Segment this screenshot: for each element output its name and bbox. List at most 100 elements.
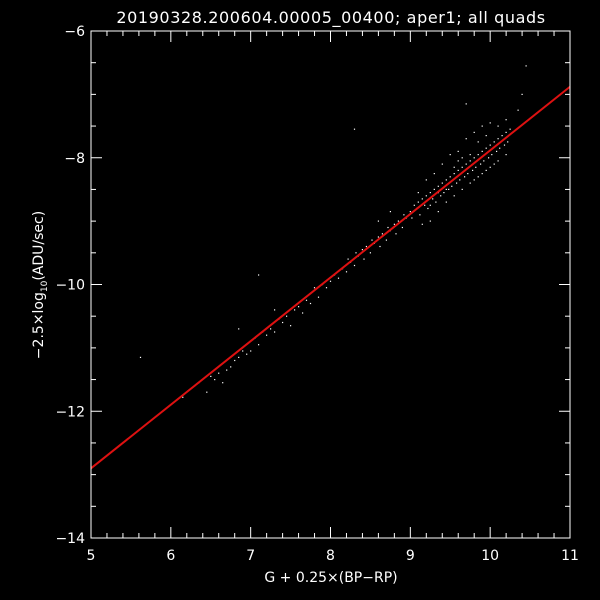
data-point: [469, 160, 471, 162]
data-point: [363, 258, 365, 260]
data-point: [441, 182, 443, 184]
data-point: [437, 211, 439, 213]
data-point: [377, 220, 379, 222]
x-tick-label: 11: [561, 548, 579, 564]
data-point: [325, 287, 328, 289]
tick-labels: 5 6 7 8 9 10 11 −14 −12 −10 −8 −6: [55, 24, 578, 564]
data-point: [242, 350, 244, 352]
data-point: [355, 252, 357, 254]
data-point: [381, 233, 383, 235]
data-point: [437, 185, 439, 187]
data-point: [421, 198, 423, 200]
data-point: [425, 195, 427, 197]
data-point: [401, 226, 403, 229]
data-point: [481, 125, 483, 127]
data-point: [457, 169, 459, 171]
data-point: [457, 160, 459, 162]
data-point: [425, 179, 427, 181]
data-point: [403, 214, 405, 216]
data-point: [389, 211, 391, 213]
data-point: [371, 239, 373, 241]
data-point: [456, 182, 458, 184]
data-point: [497, 160, 499, 162]
data-point: [465, 103, 467, 105]
data-point: [465, 138, 467, 140]
x-tick-label: 8: [326, 548, 335, 564]
y-tick-label: −10: [55, 278, 85, 294]
data-point: [483, 160, 485, 162]
data-point: [417, 192, 419, 194]
y-tick-label: −8: [64, 151, 85, 167]
data-point: [477, 141, 479, 143]
data-point: [441, 163, 443, 165]
data-point: [489, 144, 491, 146]
data-point: [413, 204, 415, 206]
data-point: [505, 154, 507, 156]
data-point: [445, 188, 447, 190]
data-point: [353, 128, 356, 130]
data-point: [424, 204, 426, 206]
data-point: [461, 188, 463, 190]
x-tick-label: 6: [166, 548, 175, 564]
chart-title: 20190328.200604.00005_00400; aper1; all …: [116, 8, 545, 28]
data-point: [409, 211, 411, 213]
data-point: [214, 379, 216, 381]
y-tick-label: −6: [64, 24, 85, 40]
data-point: [493, 163, 495, 165]
data-point: [509, 128, 511, 130]
data-point: [449, 154, 451, 156]
scatter-points: [139, 65, 527, 398]
data-point: [432, 198, 434, 200]
data-point: [222, 382, 224, 384]
data-point: [472, 169, 474, 171]
data-point: [246, 353, 248, 355]
y-tick-label: −12: [55, 404, 85, 420]
data-point: [485, 169, 487, 171]
data-point: [433, 173, 435, 175]
data-point: [491, 154, 493, 156]
data-point: [475, 166, 477, 168]
data-point: [139, 356, 142, 358]
data-point: [481, 173, 483, 175]
data-point: [210, 375, 212, 377]
data-point: [501, 135, 503, 137]
data-point: [480, 163, 482, 165]
data-point: [258, 274, 260, 276]
data-point: [337, 277, 340, 279]
x-axis-label: G + 0.25×(BP−RP): [264, 570, 397, 586]
data-point: [361, 249, 363, 251]
data-point: [497, 125, 499, 127]
data-point: [489, 122, 491, 124]
y-tick-label: −14: [55, 531, 85, 547]
data-point: [445, 201, 447, 203]
data-point: [218, 372, 220, 374]
y-axis-label: −2.5×log10(ADU/sec): [31, 211, 50, 359]
data-point: [282, 321, 284, 324]
data-point: [379, 245, 381, 248]
data-point: [429, 204, 431, 206]
data-point: [417, 201, 419, 203]
data-point: [345, 271, 348, 273]
data-point: [421, 223, 423, 225]
data-point: [305, 299, 308, 301]
data-point: [274, 331, 276, 333]
data-point: [497, 138, 499, 140]
data-point: [182, 396, 184, 398]
data-point: [435, 201, 437, 203]
data-point: [329, 280, 332, 282]
data-point: [206, 391, 208, 393]
data-point: [499, 147, 501, 149]
data-point: [393, 223, 395, 225]
data-point: [238, 328, 240, 330]
data-point: [395, 233, 397, 235]
data-point: [505, 119, 507, 121]
data-point: [429, 220, 431, 222]
data-point: [353, 264, 356, 267]
data-point: [464, 176, 466, 178]
data-point: [467, 173, 469, 175]
data-point: [419, 214, 421, 216]
data-point: [377, 236, 379, 238]
data-point: [477, 154, 479, 156]
data-point: [493, 141, 495, 143]
data-point: [309, 302, 312, 305]
